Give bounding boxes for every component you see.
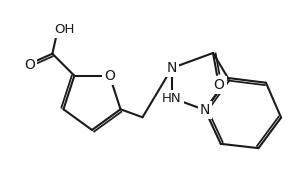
Text: OH: OH: [54, 23, 75, 36]
Text: N: N: [167, 61, 177, 75]
Text: HN: HN: [162, 91, 182, 105]
Text: O: O: [24, 58, 35, 72]
Text: N: N: [200, 103, 210, 117]
Text: O: O: [214, 78, 225, 92]
Text: O: O: [104, 69, 115, 83]
